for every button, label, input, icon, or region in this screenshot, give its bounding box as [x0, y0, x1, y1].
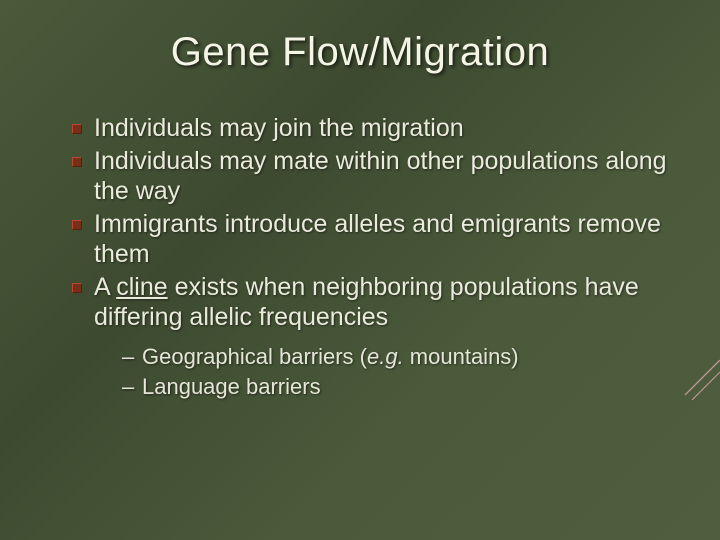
bullet-text: Individuals may join the migration [94, 114, 464, 142]
bullet-text: Immigrants introduce alleles and emigran… [94, 210, 661, 269]
sub-bullet-italic: e.g. [367, 344, 404, 369]
sub-bullet-suffix: mountains) [404, 344, 519, 369]
corner-accent-icon [680, 350, 720, 400]
sub-bullet-text: Language barriers [142, 374, 321, 399]
slide-title: Gene Flow/Migration [50, 30, 670, 75]
main-bullet-list: Individuals may join the migration Indiv… [50, 113, 670, 402]
slide: Gene Flow/Migration Individuals may join… [0, 0, 720, 540]
sub-bullet-prefix: Geographical barriers ( [142, 344, 367, 369]
bullet-item: Immigrants introduce alleles and emigran… [72, 209, 670, 270]
sub-bullet-item: Geographical barriers (e.g. mountains) [122, 343, 670, 372]
bullet-text: Individuals may mate within other popula… [94, 147, 667, 206]
bullet-text-underlined: cline [116, 273, 167, 301]
bullet-text-prefix: A [94, 273, 116, 301]
sub-bullet-item: Language barriers [122, 373, 670, 402]
bullet-item: Individuals may join the migration [72, 113, 670, 144]
bullet-item: A cline exists when neighboring populati… [72, 272, 670, 402]
bullet-item: Individuals may mate within other popula… [72, 146, 670, 207]
sub-bullet-list: Geographical barriers (e.g. mountains) L… [94, 343, 670, 402]
bullet-text-suffix: exists when neighboring populations have… [94, 273, 639, 332]
